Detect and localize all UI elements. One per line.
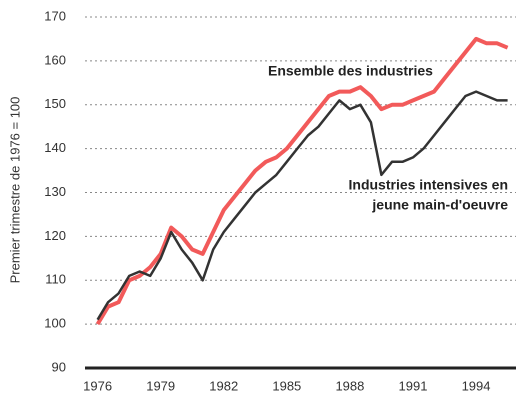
x-tick-label: 1979 bbox=[146, 378, 175, 393]
x-tick-label: 1985 bbox=[272, 378, 301, 393]
y-axis-label: Premier trimestre de 1976 = 100 bbox=[7, 97, 22, 284]
series-line bbox=[95, 36, 509, 326]
y-tick-label: 90 bbox=[52, 359, 66, 374]
y-tick-label: 120 bbox=[44, 228, 66, 243]
y-tick-label: 110 bbox=[45, 272, 66, 287]
annotation: jeune main-d'oeuvre bbox=[371, 197, 508, 213]
y-tick-label: 150 bbox=[44, 96, 66, 111]
series-line bbox=[96, 90, 508, 321]
annotation: Industries intensives en bbox=[349, 177, 509, 193]
x-tick-label: 1982 bbox=[209, 378, 238, 393]
x-tick-label: 1976 bbox=[83, 378, 112, 393]
y-tick-label: 100 bbox=[44, 316, 66, 331]
x-tick-label: 1994 bbox=[462, 378, 491, 393]
x-tick-label: 1991 bbox=[399, 378, 428, 393]
y-tick-label: 170 bbox=[44, 8, 66, 23]
annotation: Ensemble des industries bbox=[268, 63, 433, 79]
y-tick-label: 160 bbox=[44, 52, 66, 67]
y-tick-label: 130 bbox=[44, 184, 66, 199]
y-tick-label: 140 bbox=[44, 140, 66, 155]
x-tick-label: 1988 bbox=[335, 378, 364, 393]
